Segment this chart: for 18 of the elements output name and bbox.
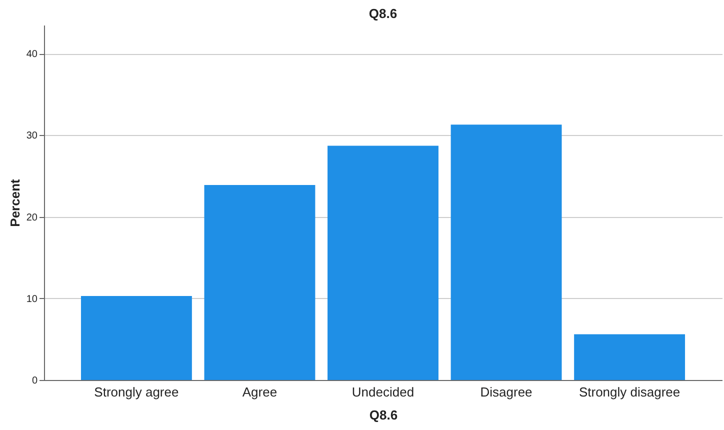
y-tick-label: 40 xyxy=(26,49,38,60)
bar xyxy=(450,124,562,380)
x-tick-label: Undecided xyxy=(352,384,414,400)
bar xyxy=(328,146,438,380)
bar xyxy=(80,296,192,380)
y-tick-label: 20 xyxy=(26,212,38,224)
x-tick-label: Strongly agree xyxy=(94,384,179,400)
x-tick-label: Strongly disagree xyxy=(578,384,680,400)
chart-title: Q8.6 xyxy=(368,6,398,21)
bar xyxy=(574,334,686,380)
x-tick-label: Disagree xyxy=(480,384,532,400)
y-tick-label: 0 xyxy=(32,376,38,386)
y-tick-label: 10 xyxy=(26,294,38,305)
y-tick-label: 30 xyxy=(26,130,38,142)
x-axis-title: Q8.6 xyxy=(369,408,398,422)
y-axis-title: Percent xyxy=(7,178,22,227)
bar xyxy=(204,184,316,380)
x-tick-label: Agree xyxy=(242,384,278,400)
